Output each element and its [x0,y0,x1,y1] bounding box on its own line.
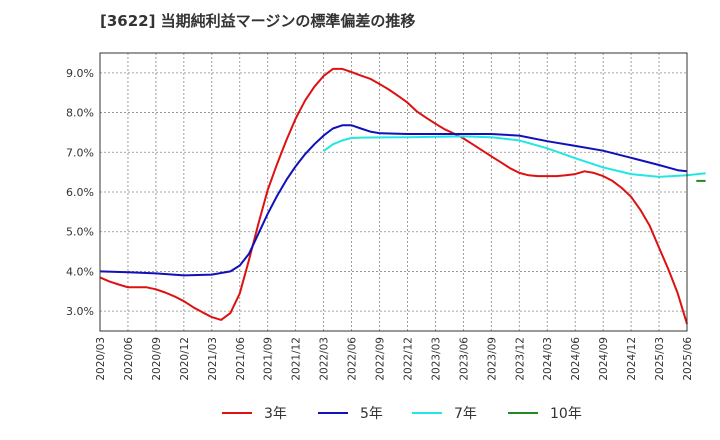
legend-label: 5年 [360,406,383,422]
x-tick-label: 2024/09 [598,337,610,381]
y-tick-label: 4.0% [66,265,94,278]
y-tick-label: 7.0% [66,146,94,159]
chart-title: [3622] 当期純利益マージンの標準偏差の推移 [100,12,416,30]
x-tick-label: 2020/06 [123,337,135,381]
x-tick-label: 2022/09 [375,337,387,381]
x-tick-label: 2024/12 [626,337,638,381]
series-line-5年 [99,124,688,277]
x-tick-label: 2022/03 [319,337,331,381]
x-tick-label: 2020/12 [179,337,191,381]
x-tick-label: 2021/09 [263,337,275,381]
x-tick-label: 2022/12 [402,337,414,381]
series-line-3年 [99,67,688,325]
plot-frame [99,52,688,332]
x-tick-label: 2021/12 [291,337,303,381]
x-tick-label: 2020/09 [151,337,163,381]
x-tick-label: 2023/09 [486,337,498,381]
y-tick-label: 8.0% [66,107,94,120]
x-tick-label: 2025/03 [654,337,666,381]
legend: 3年 5年 7年 10年 [222,406,582,422]
x-tick-label: 2024/03 [542,337,554,381]
y-axis-ticks: 3.0% 4.0% 5.0% 6.0% 7.0% 8.0% 9.0% [66,67,94,318]
x-tick-label: 2024/06 [570,337,582,381]
series-line-7年 [323,135,706,178]
x-tick-label: 2023/06 [458,337,470,381]
x-tick-label: 2021/03 [207,337,219,381]
legend-label: 7年 [454,406,477,422]
y-tick-label: 6.0% [66,186,94,199]
x-axis-ticks: 2020/03 2020/06 2020/09 2020/12 2021/03 2021/… [95,337,694,381]
legend-label: 3年 [264,406,287,422]
y-tick-label: 3.0% [66,305,94,318]
series-lines [99,67,706,325]
grid-lines [100,53,687,331]
x-tick-label: 2023/03 [430,337,442,381]
y-tick-label: 5.0% [66,226,94,239]
x-tick-label: 2025/06 [682,337,694,381]
x-tick-label: 2023/12 [514,337,526,381]
x-tick-label: 2021/06 [235,337,247,381]
legend-label: 10年 [550,406,582,422]
x-tick-label: 2020/03 [95,337,107,381]
y-tick-label: 9.0% [66,67,94,80]
x-tick-label: 2022/06 [347,337,359,381]
